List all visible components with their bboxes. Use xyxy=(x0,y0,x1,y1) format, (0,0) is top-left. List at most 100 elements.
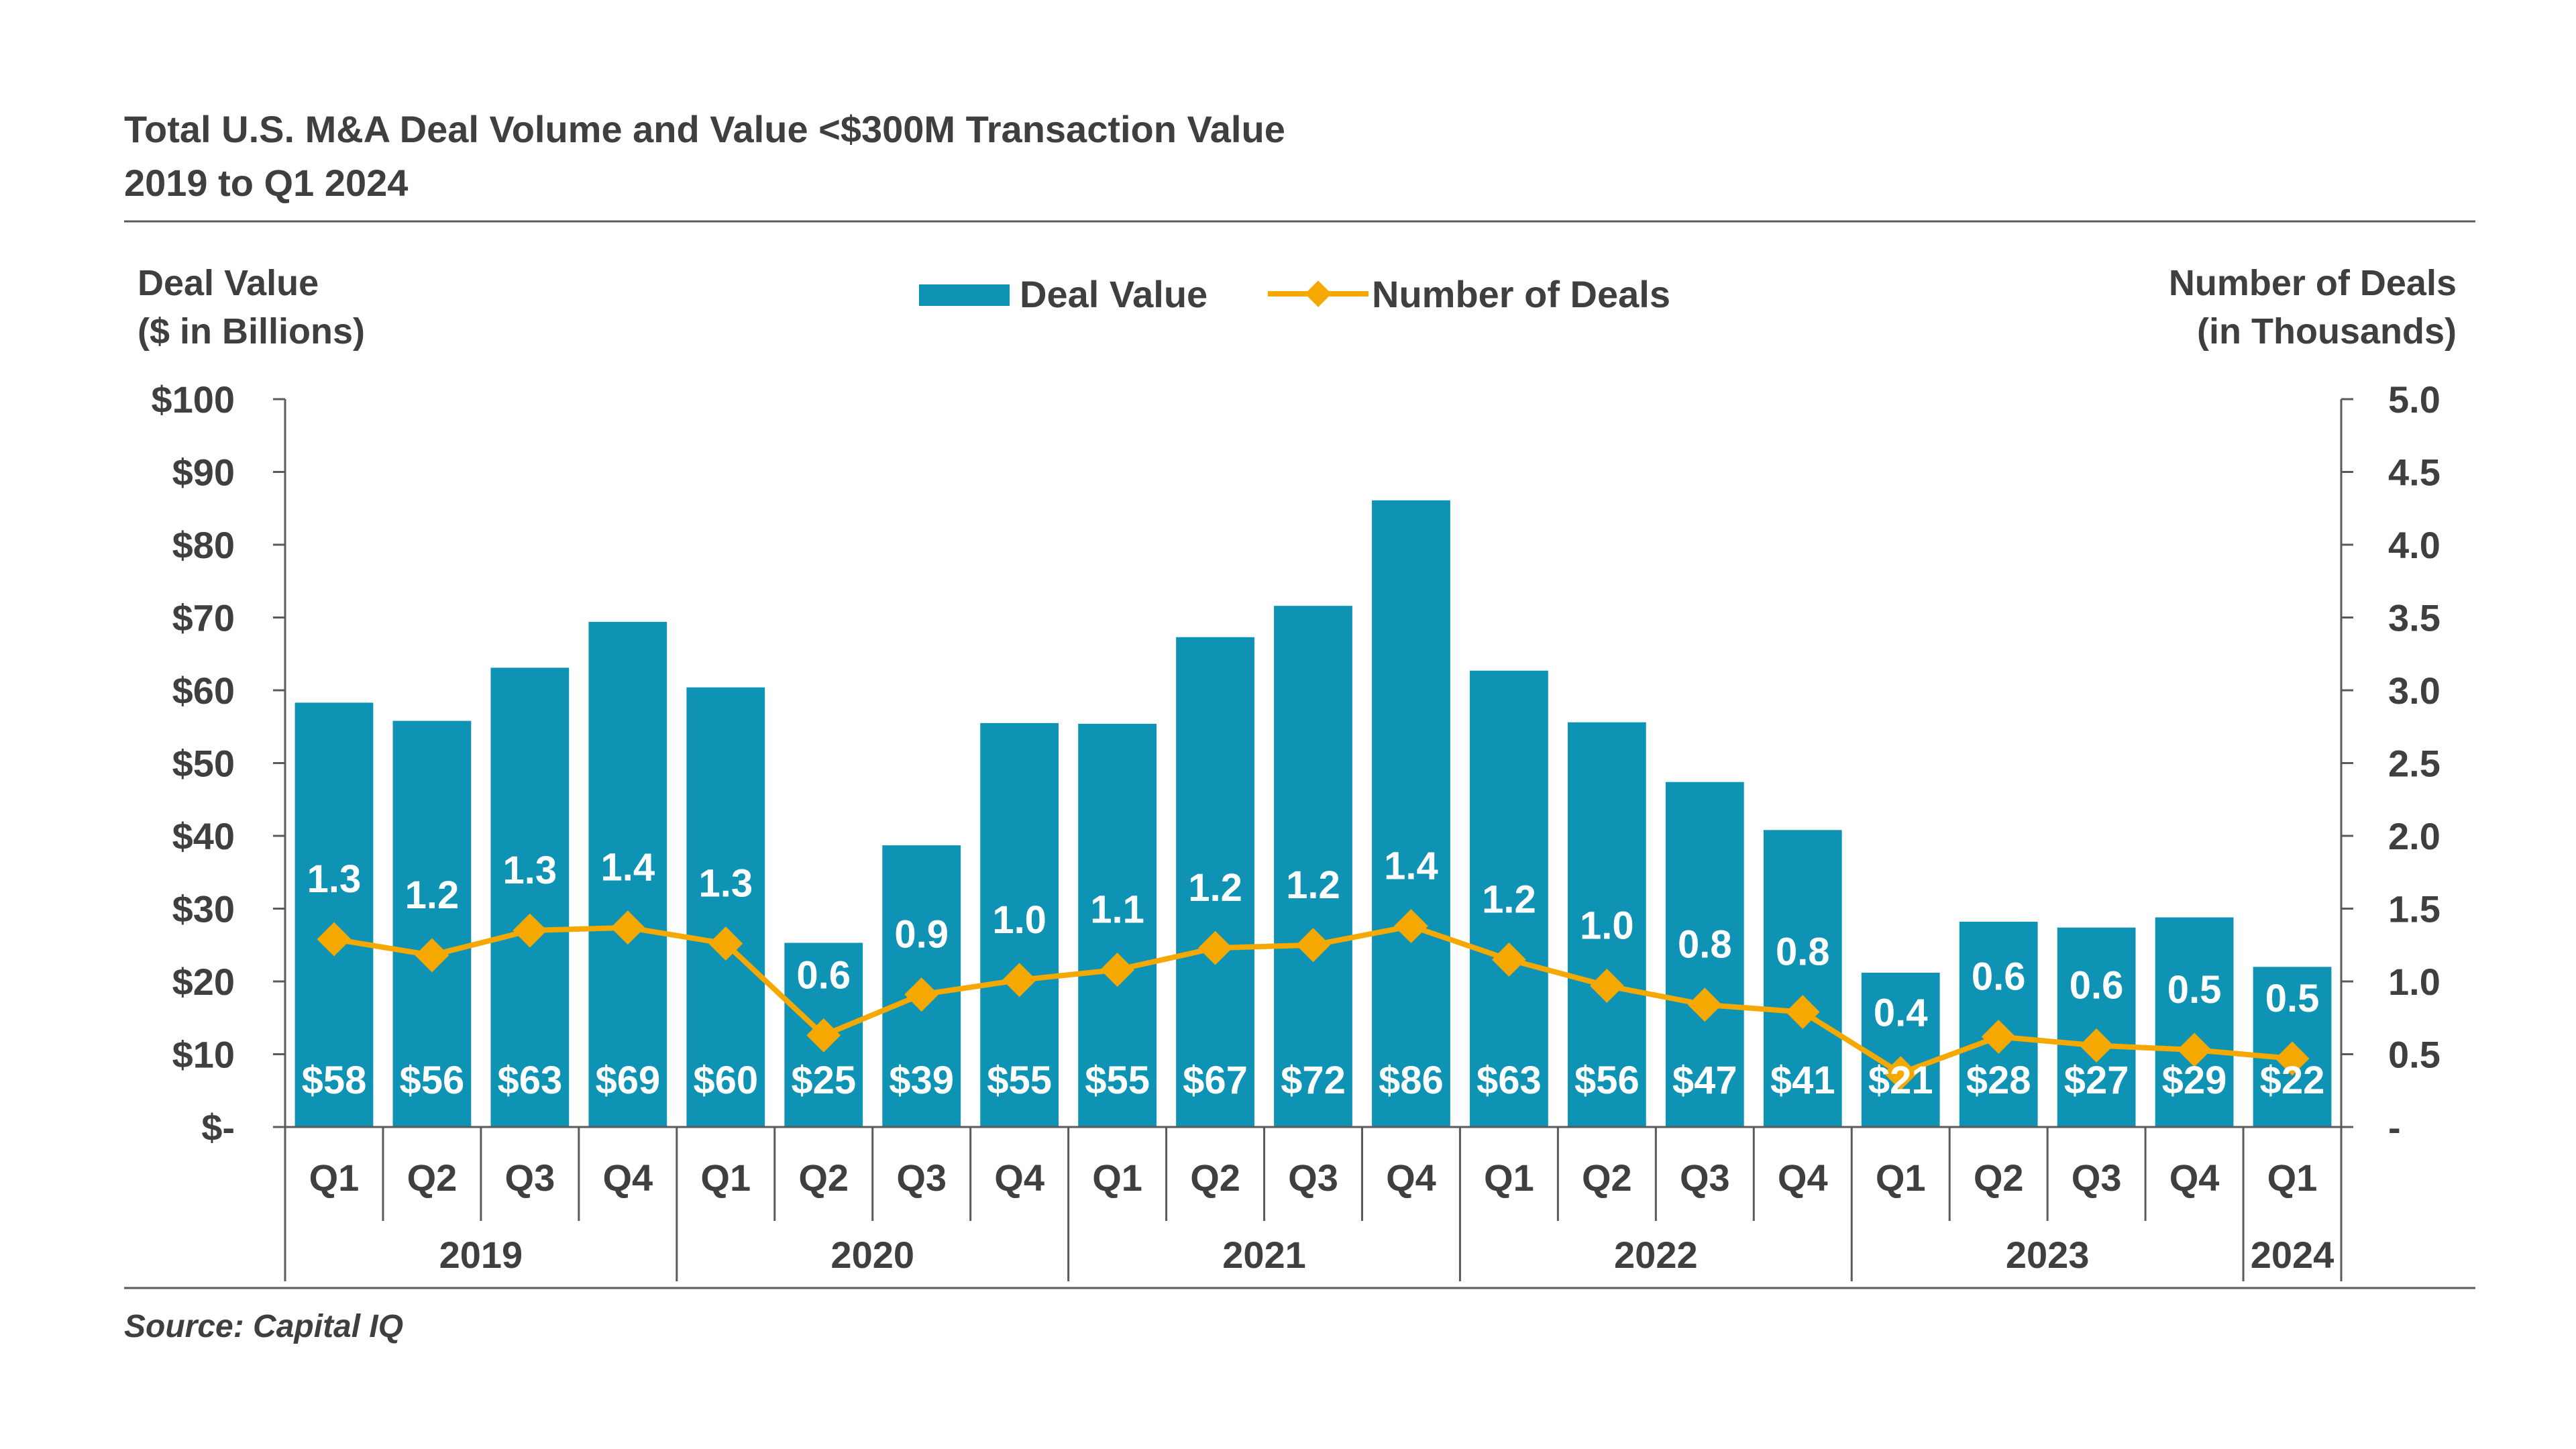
bar xyxy=(1763,830,1842,1127)
x-tick-label: Q1 xyxy=(1484,1157,1534,1199)
x-year-label: 2024 xyxy=(2251,1234,2334,1276)
bar xyxy=(686,687,765,1127)
line-marker xyxy=(415,938,449,973)
y-left-tick-label: $40 xyxy=(172,815,235,857)
line-value-label: 0.6 xyxy=(796,953,851,997)
y-left-tick-label: $60 xyxy=(172,669,235,712)
y-right-tick-label: 1.0 xyxy=(2388,961,2440,1003)
y-right-tick-label: 2.0 xyxy=(2388,815,2440,857)
source-note: Source: Capital IQ xyxy=(124,1309,404,1344)
y-left-tick-label: $10 xyxy=(172,1034,235,1076)
x-tick-label: Q2 xyxy=(407,1157,458,1199)
y-left-tick-label: $90 xyxy=(172,451,235,494)
bar xyxy=(1372,500,1450,1127)
legend-marker-number-of-deals xyxy=(1305,280,1332,307)
x-year-label: 2020 xyxy=(830,1234,914,1276)
x-tick-label: Q4 xyxy=(2169,1157,2220,1199)
x-tick-label: Q3 xyxy=(1680,1157,1730,1199)
y-left-tick-label: $- xyxy=(201,1106,235,1148)
bar-value-label: $25 xyxy=(791,1059,856,1102)
bar xyxy=(2057,927,2136,1127)
line-marker xyxy=(610,910,645,945)
right-axis-title-line-2: (in Thousands) xyxy=(2197,311,2457,352)
line-marker xyxy=(1002,963,1037,998)
x-tick-label: Q4 xyxy=(1778,1157,1828,1199)
y-left-tick-label: $70 xyxy=(172,597,235,639)
bar-value-label: $60 xyxy=(693,1059,758,1102)
line-marker xyxy=(513,913,547,948)
line-value-label: 1.2 xyxy=(1188,866,1242,910)
bar-value-label: $27 xyxy=(2064,1059,2129,1102)
line-value-label: 0.6 xyxy=(2070,963,2124,1007)
chart-subtitle: 2019 to Q1 2024 xyxy=(124,162,409,204)
line-value-label: 0.6 xyxy=(1972,955,2026,998)
line-value-label: 0.8 xyxy=(1678,923,1732,967)
y-right-tick-label: 2.5 xyxy=(2388,743,2440,785)
y-right-tick-label: 3.0 xyxy=(2388,669,2440,712)
bar-value-label: $72 xyxy=(1281,1059,1346,1102)
line-number-of-deals xyxy=(317,909,2310,1091)
left-axis-title-line-2: ($ in Billions) xyxy=(138,311,365,352)
line-value-label: 1.2 xyxy=(1482,877,1536,921)
data-labels: $58 $56 $63 $69 $60 $25 $39 $55 $55 $67 $72 $86 $63 $… xyxy=(302,845,2325,1102)
bar-value-label: $39 xyxy=(889,1059,954,1102)
bar-value-label: $69 xyxy=(595,1059,660,1102)
x-tick-label: Q4 xyxy=(994,1157,1044,1199)
bar-value-label: $58 xyxy=(302,1059,367,1102)
x-tick-label: Q4 xyxy=(1386,1157,1436,1199)
line-marker xyxy=(317,922,352,957)
x-tick-label: Q3 xyxy=(505,1157,555,1199)
line-marker xyxy=(708,926,743,961)
bar xyxy=(1470,670,1548,1127)
line-value-label: 0.5 xyxy=(2265,977,2320,1020)
bar-value-label: $67 xyxy=(1183,1059,1248,1102)
y-right-tick-label: 1.5 xyxy=(2388,888,2440,930)
bar-value-label: $55 xyxy=(1085,1059,1150,1102)
bar-value-label: $86 xyxy=(1379,1059,1444,1102)
chart-title: Total U.S. M&A Deal Volume and Value <$3… xyxy=(124,108,1285,150)
legend-label-deal-value: Deal Value xyxy=(1020,273,1208,315)
x-tick-label: Q4 xyxy=(602,1157,653,1199)
bar-value-label: $28 xyxy=(1966,1059,2031,1102)
legend-label-number-of-deals: Number of Deals xyxy=(1372,273,1670,315)
line-value-label: 1.1 xyxy=(1090,888,1144,932)
x-tick-label: Q2 xyxy=(798,1157,849,1199)
bar xyxy=(392,720,472,1127)
bar xyxy=(1861,972,1940,1127)
bar-value-label: $56 xyxy=(1574,1059,1640,1102)
line-value-label: 0.5 xyxy=(2167,968,2222,1012)
line-marker xyxy=(904,977,939,1012)
bar-value-label: $63 xyxy=(497,1059,562,1102)
x-year-label: 2023 xyxy=(2006,1234,2090,1276)
line-value-label: 0.8 xyxy=(1776,930,1830,974)
bar xyxy=(1567,722,1646,1127)
y-left-tick-label: $30 xyxy=(172,888,235,930)
x-tick-label: Q1 xyxy=(1092,1157,1142,1199)
y-right-tick-label: 4.5 xyxy=(2388,451,2440,494)
bar-value-label: $47 xyxy=(1672,1059,1737,1102)
line-marker xyxy=(1198,930,1233,965)
y-left-tick-label: $50 xyxy=(172,743,235,785)
x-tick-label: Q3 xyxy=(2072,1157,2122,1199)
x-tick-label: Q2 xyxy=(1974,1157,2024,1199)
y-left-tick-label: $80 xyxy=(172,524,235,566)
x-tick-label: Q1 xyxy=(1876,1157,1926,1199)
bar xyxy=(1665,782,1744,1127)
bar xyxy=(980,722,1059,1127)
line-marker xyxy=(1296,928,1330,963)
bar xyxy=(1078,723,1157,1127)
x-tick-label: Q1 xyxy=(309,1157,360,1199)
line-value-label: 1.2 xyxy=(1286,863,1340,907)
y-left-tick-label: $100 xyxy=(151,378,235,421)
y-right-tick-label: 3.5 xyxy=(2388,597,2440,639)
y-left-tick-label: $20 xyxy=(172,961,235,1003)
y-right-tick-label: - xyxy=(2388,1106,2401,1148)
bars-deal-value xyxy=(294,500,2332,1127)
y-right-tick-label: 4.0 xyxy=(2388,524,2440,566)
bar-value-label: $22 xyxy=(2260,1059,2325,1102)
bar xyxy=(294,702,374,1127)
line-value-label: 1.4 xyxy=(601,846,655,890)
left-axis-title-line-1: Deal Value xyxy=(138,263,319,303)
x-year-label: 2021 xyxy=(1222,1234,1306,1276)
axes: $- $10 $20 $30 $40 $50 $60 $70 $80 $90 $100 - 0.5 1.0… xyxy=(151,378,2440,1281)
